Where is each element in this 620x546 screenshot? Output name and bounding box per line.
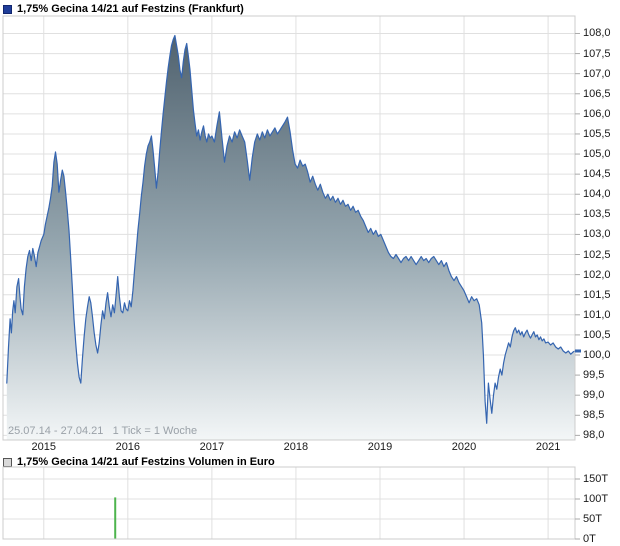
chart-range-note: 25.07.14 - 27.04.21 1 Tick = 1 Woche bbox=[8, 425, 198, 437]
price-y-tick-label: 106,5 bbox=[583, 87, 611, 100]
price-x-tick-label: 2018 bbox=[283, 441, 309, 453]
price-y-tick-label: 105,5 bbox=[583, 127, 611, 140]
price-series-marker-icon bbox=[3, 4, 12, 14]
price-y-tick-label: 102,5 bbox=[583, 248, 611, 261]
price-x-tick-label: 2020 bbox=[451, 441, 477, 453]
volume-series-marker-icon bbox=[3, 457, 12, 467]
price-y-tick-label: 100,0 bbox=[583, 348, 611, 361]
volume-chart-plot bbox=[2, 466, 580, 540]
price-y-tick-label: 104,5 bbox=[583, 168, 611, 181]
price-y-tick-label: 101,0 bbox=[583, 308, 611, 321]
price-y-tick-label: 106,0 bbox=[583, 107, 611, 120]
price-chart-header: 1,75% Gecina 14/21 auf Festzins (Frankfu… bbox=[3, 3, 244, 15]
volume-y-tick-label: 50T bbox=[583, 513, 602, 525]
price-y-tick-label: 102,0 bbox=[583, 268, 611, 281]
price-y-tick-label: 103,0 bbox=[583, 228, 611, 241]
volume-y-tick-label: 0T bbox=[583, 533, 596, 545]
price-x-tick-label: 2017 bbox=[199, 441, 225, 453]
volume-chart-header: 1,75% Gecina 14/21 auf Festzins Volumen … bbox=[3, 456, 275, 468]
price-x-tick-label: 2016 bbox=[115, 441, 141, 453]
price-y-tick-label: 98,5 bbox=[583, 409, 605, 422]
price-y-tick-label: 99,0 bbox=[583, 389, 605, 402]
price-y-tick-label: 100,5 bbox=[583, 328, 611, 341]
price-chart-title: 1,75% Gecina 14/21 auf Festzins (Frankfu… bbox=[17, 3, 244, 15]
price-x-tick-label: 2019 bbox=[367, 441, 393, 453]
price-y-tick-label: 101,5 bbox=[583, 288, 611, 301]
volume-chart-title: 1,75% Gecina 14/21 auf Festzins Volumen … bbox=[17, 456, 275, 468]
price-y-tick-label: 105,0 bbox=[583, 148, 611, 161]
price-y-tick-label: 108,0 bbox=[583, 27, 611, 40]
price-y-tick-label: 99,5 bbox=[583, 369, 605, 382]
price-y-tick-label: 107,5 bbox=[583, 47, 611, 60]
price-chart-plot bbox=[2, 15, 581, 441]
volume-bar bbox=[114, 497, 117, 539]
price-y-tick-label: 98,0 bbox=[583, 429, 605, 442]
price-x-tick-label: 2021 bbox=[535, 441, 561, 453]
volume-y-tick-label: 150T bbox=[583, 473, 609, 485]
volume-y-tick-label: 100T bbox=[583, 493, 609, 505]
price-y-tick-label: 103,5 bbox=[583, 208, 611, 221]
price-y-tick-label: 104,0 bbox=[583, 188, 611, 201]
price-x-tick-label: 2015 bbox=[31, 441, 57, 453]
price-y-tick-label: 107,0 bbox=[583, 67, 611, 80]
